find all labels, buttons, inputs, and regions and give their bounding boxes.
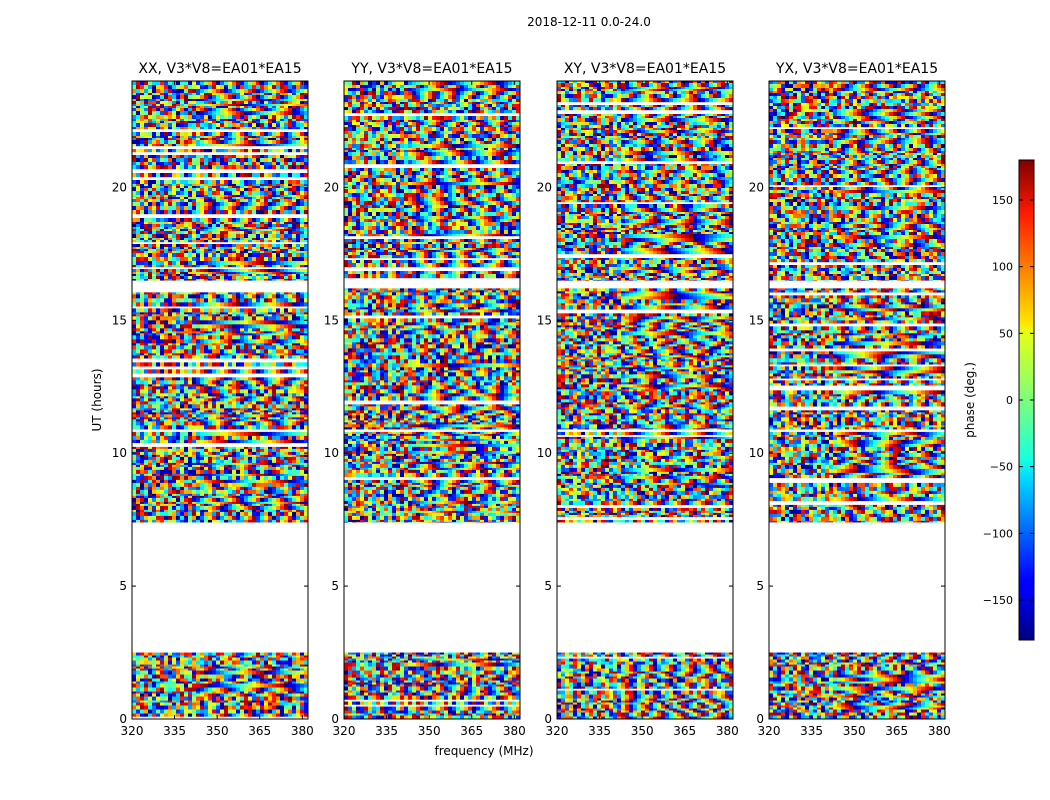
y-tick-label: 15 xyxy=(324,313,339,327)
panel-title: YY, V3*V8=EA01*EA15 xyxy=(350,61,512,77)
x-tick-label: 380 xyxy=(928,724,951,738)
x-tick-label: 380 xyxy=(503,724,526,738)
y-tick-label: 5 xyxy=(756,579,764,593)
x-tick-label: 335 xyxy=(163,724,186,738)
x-tick-label: 320 xyxy=(121,724,144,738)
y-tick-label: 5 xyxy=(544,579,552,593)
y-tick-label: 10 xyxy=(749,446,764,460)
colorbar-tick-label: −100 xyxy=(983,527,1013,540)
x-tick-label: 350 xyxy=(631,724,654,738)
colorbar-tick-label: 0 xyxy=(1006,394,1013,407)
colorbar-tick-label: −150 xyxy=(983,594,1013,607)
x-tick-label: 365 xyxy=(248,724,271,738)
panel-yy: YY, V3*V8=EA01*EA15 320 335 350 365 380 0 5 10 15… xyxy=(324,61,526,738)
panel-title: XY, V3*V8=EA01*EA15 xyxy=(564,61,726,77)
panel-yx: YX, V3*V8=EA01*EA15 320 335 350 365 380 0 5 10 15… xyxy=(749,61,951,738)
y-tick-label: 15 xyxy=(537,313,552,327)
y-tick-label: 20 xyxy=(324,180,339,194)
x-tick-label: 335 xyxy=(800,724,823,738)
x-tick-label: 335 xyxy=(375,724,398,738)
colorbar-tick-label: −50 xyxy=(990,461,1013,474)
y-tick-label: 10 xyxy=(324,446,339,460)
y-tick-label: 15 xyxy=(112,313,127,327)
x-tick-label: 380 xyxy=(716,724,739,738)
colorbar-tick-label: 50 xyxy=(999,327,1013,340)
panels-group: XX, V3*V8=EA01*EA15 320 335 350 365 380 0 5 10 15… xyxy=(112,61,951,738)
figure: 2018-12-11 0.0-24.0 UT (hours) frequency… xyxy=(0,0,1050,800)
y-tick-label: 15 xyxy=(749,313,764,327)
phase-heatmap xyxy=(769,81,945,719)
y-axis-label: UT (hours) xyxy=(90,368,104,431)
panel-title: YX, V3*V8=EA01*EA15 xyxy=(775,61,938,77)
y-tick-label: 0 xyxy=(331,712,339,726)
x-tick-label: 350 xyxy=(206,724,229,738)
x-tick-label: 365 xyxy=(460,724,483,738)
y-tick-label: 20 xyxy=(537,180,552,194)
panel-xx: XX, V3*V8=EA01*EA15 320 335 350 365 380 0 5 10 15… xyxy=(112,61,314,738)
phase-heatmap xyxy=(344,81,520,719)
y-tick-label: 0 xyxy=(756,712,764,726)
y-tick-label: 10 xyxy=(112,446,127,460)
y-tick-label: 5 xyxy=(331,579,339,593)
colorbar: −150 −100 −50 0 50 100 150 phase (deg.) xyxy=(963,160,1034,640)
x-tick-label: 350 xyxy=(418,724,441,738)
y-tick-label: 5 xyxy=(119,579,127,593)
x-tick-label: 380 xyxy=(291,724,314,738)
suptitle: 2018-12-11 0.0-24.0 xyxy=(527,15,651,29)
colorbar-tick-label: 100 xyxy=(992,261,1013,274)
y-tick-label: 0 xyxy=(544,712,552,726)
phase-heatmap xyxy=(557,81,733,719)
y-tick-label: 0 xyxy=(119,712,127,726)
colorbar-label: phase (deg.) xyxy=(963,362,977,438)
x-tick-label: 365 xyxy=(885,724,908,738)
phase-heatmap xyxy=(132,81,308,719)
panel-title: XX, V3*V8=EA01*EA15 xyxy=(138,61,301,77)
y-tick-label: 10 xyxy=(537,446,552,460)
x-tick-label: 320 xyxy=(333,724,356,738)
y-tick-label: 20 xyxy=(112,180,127,194)
panel-xy: XY, V3*V8=EA01*EA15 320 335 350 365 380 0 5 10 15… xyxy=(537,61,739,738)
x-tick-label: 320 xyxy=(758,724,781,738)
y-tick-label: 20 xyxy=(749,180,764,194)
x-tick-label: 365 xyxy=(673,724,696,738)
colorbar-tick-label: 150 xyxy=(992,194,1013,207)
x-tick-label: 320 xyxy=(546,724,569,738)
x-axis-label: frequency (MHz) xyxy=(434,744,533,758)
x-tick-label: 335 xyxy=(588,724,611,738)
x-tick-label: 350 xyxy=(843,724,866,738)
